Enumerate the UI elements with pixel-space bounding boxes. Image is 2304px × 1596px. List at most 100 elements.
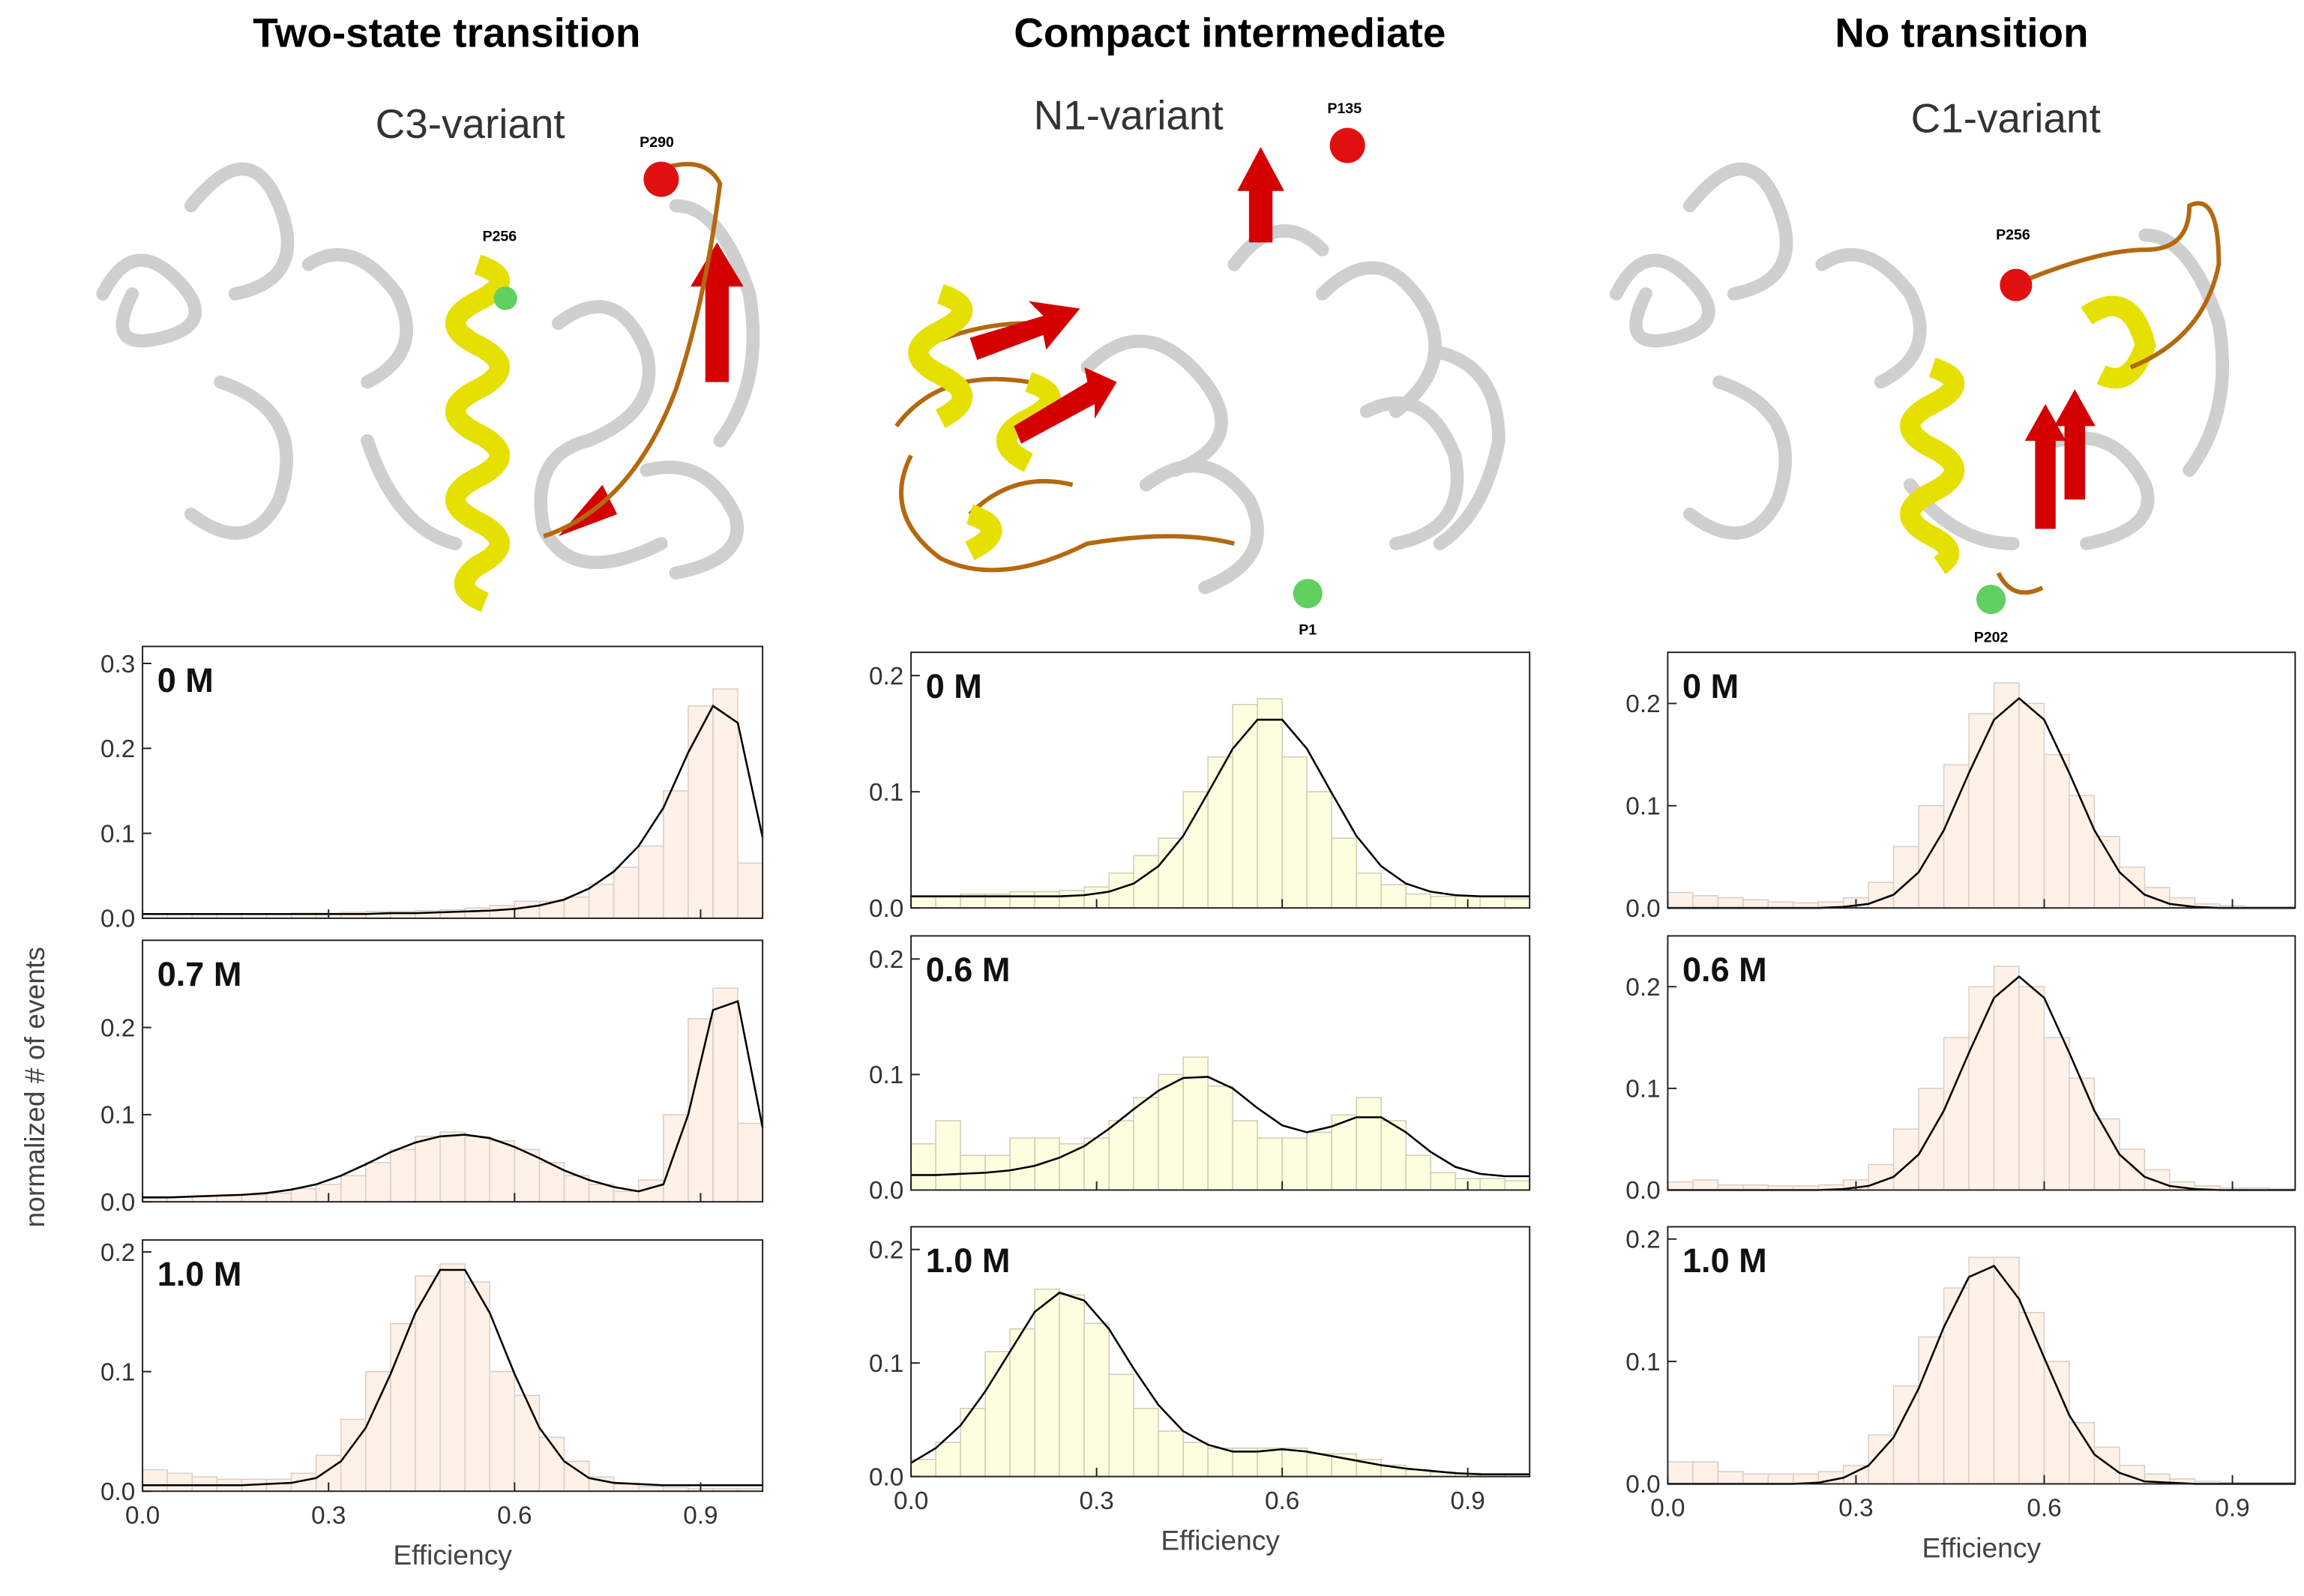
residue-label: P256 [482,228,517,244]
x-tick-label: 0.9 [2215,1495,2249,1523]
bar [613,1190,640,1202]
panel-annotation: 0 M [1682,667,1739,705]
panel-annotation: 1.0 M [1682,1241,1767,1280]
y-tick-label: 0.1 [869,1062,903,1089]
bar [1281,1137,1308,1191]
bar [1918,1088,1945,1191]
bar [1207,1447,1233,1478]
y-tick-label: 0.0 [100,906,135,933]
bar [1479,895,1506,909]
bar [1968,986,1995,1191]
y-tick-label: 0.0 [1625,1177,1660,1205]
bar [1892,1128,1919,1191]
bar [2043,753,2070,909]
bar [439,1131,466,1202]
bar [415,1136,441,1202]
bar [1892,846,1919,909]
bar [1968,1256,1995,1485]
bar [489,1139,516,1202]
bar [1257,1137,1283,1191]
y-tick-label: 0.2 [869,663,903,690]
variant-label: C1-variant [1911,94,2101,141]
bar [365,1162,391,1202]
plot-frame [1667,651,2297,909]
y-tick-label: 0.1 [100,1102,135,1130]
x-tick-label: 0.0 [894,1487,928,1515]
bar [439,1263,466,1493]
bar [1742,899,1769,909]
bar [1034,1288,1060,1478]
plot-frame [910,651,1531,909]
bar [1331,837,1357,909]
bar [1133,1097,1159,1191]
y-tick-label: 0.2 [1625,690,1660,718]
histogram-panel: 0.0 0.1 0.2 0.3 0 M [100,645,764,933]
y-tick-label: 0.2 [869,946,903,974]
panel-annotation: 0 M [926,667,982,705]
bar [2093,1118,2120,1191]
bar [1009,1137,1035,1191]
bar [1108,1120,1134,1191]
fit-curve [142,1268,763,1487]
bar [712,987,739,1202]
y-tick-label: 0.2 [100,735,135,763]
panel-annotation: 1.0 M [926,1241,1011,1280]
bar [1892,1385,1919,1485]
y-tick-label: 0.1 [1625,793,1660,821]
panel-annotation: 0.7 M [157,955,242,993]
variant-label: N1-variant [1034,91,1224,138]
bar [191,1476,218,1493]
bar [514,900,541,919]
y-tick-label: 0.2 [100,1014,135,1042]
plot-frame [1667,935,2297,1191]
bar [2043,1361,2070,1485]
bar [1059,890,1085,909]
y-axis-label: normalized # of events [19,947,50,1227]
x-tick-label: 0.0 [125,1502,160,1529]
bar [1767,1473,1794,1485]
bar [1943,764,1970,909]
y-tick-label: 0.0 [1625,895,1660,923]
plot-frame [910,935,1531,1191]
bar [2093,1446,2120,1485]
bar [1083,1322,1110,1478]
fit-curve [911,718,1530,897]
bar [688,705,714,919]
column-title: Compact intermediate [1014,10,1446,56]
residue-label: P290 [640,134,674,151]
bar [514,1148,541,1202]
bar [1207,756,1233,909]
histogram-panel: 0.0 0.1 0.2 0.0 0.3 0.6 0.9 1.0 M Efficiency [100,1239,764,1571]
y-tick-label: 0.0 [100,1189,135,1217]
bar [1993,1256,2020,1485]
bar [1692,1179,1719,1191]
bar [2119,866,2146,909]
bar [241,1194,268,1202]
bar [390,1323,416,1493]
x-tick-label: 0.3 [1079,1487,1113,1515]
x-axis-label: Efficiency [1922,1532,2042,1563]
panel-annotation: 1.0 M [157,1255,242,1293]
bar [1281,1447,1308,1478]
histogram-panel: 0.0 0.1 0.2 0.6 M [869,935,1531,1205]
bar [637,845,664,919]
bar [1918,805,1945,909]
bar [265,1478,292,1493]
x-tick-label: 0.6 [2027,1495,2061,1523]
bar [588,1184,615,1202]
bar [1968,713,1995,909]
bar [1158,837,1184,909]
bar [1504,898,1530,909]
y-tick-label: 0.2 [1625,974,1660,1002]
bar [1692,895,1719,909]
bar [489,905,516,919]
bar [1009,1328,1035,1478]
bar [1717,897,1744,909]
x-tick-label: 0.9 [683,1502,718,1529]
bar [1356,1097,1382,1191]
bar [1667,1181,1694,1191]
variant-label: C3-variant [376,100,565,147]
histogram-panel: 0.0 0.1 0.2 0 M [869,651,1531,923]
bar [1405,893,1431,909]
bar [2018,702,2045,909]
